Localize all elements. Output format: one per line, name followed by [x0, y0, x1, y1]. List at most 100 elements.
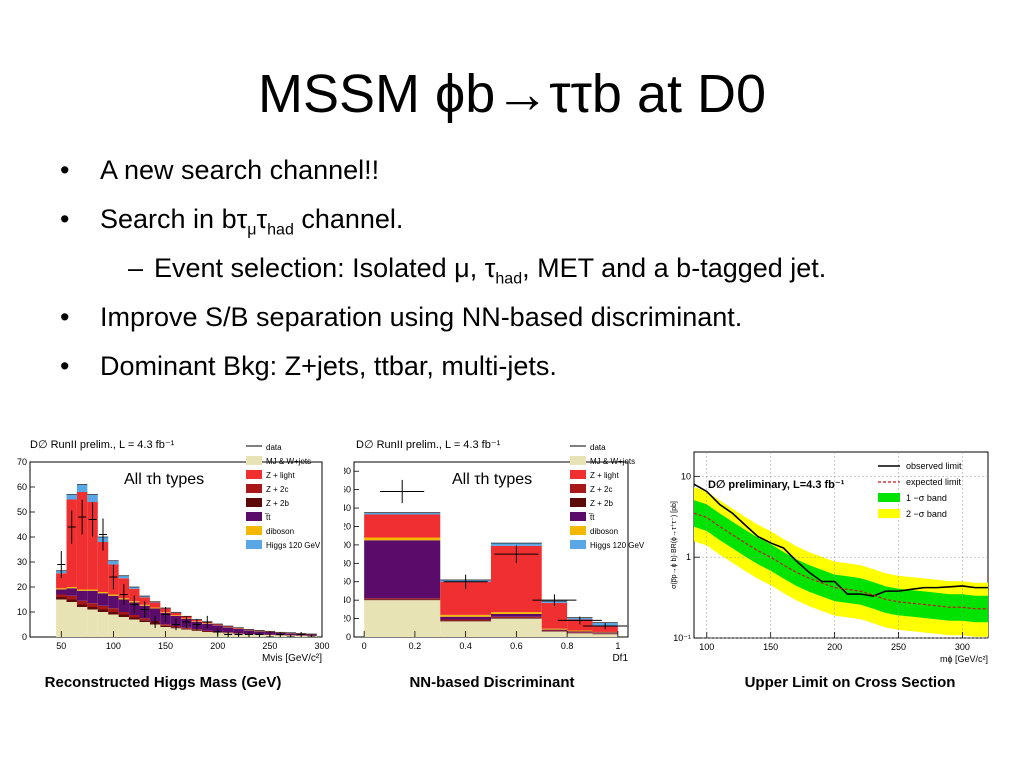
bar-higgs-120-gev — [491, 543, 542, 546]
bar-mj-w-jets — [66, 602, 77, 637]
legend-label-higgs-120-gev: Higgs 120 GeV — [590, 541, 645, 550]
bar-diboson — [87, 589, 98, 591]
bar-higgs-120-gev — [364, 512, 441, 515]
bar-mj-w-jets — [491, 618, 542, 637]
bar-mj-w-jets — [170, 628, 182, 637]
legend-swatch-z-2b — [246, 498, 262, 507]
x-tick-label: 0.6 — [510, 641, 523, 651]
x-tick-label: 300 — [314, 641, 329, 651]
y-tick-label: 70 — [17, 457, 27, 467]
bar-mj-w-jets — [440, 621, 491, 637]
y-tick-label: 120 — [344, 521, 351, 531]
legend-swatch-z-2b — [570, 498, 586, 507]
chart-title: D∅ preliminary, L=4.3 fb⁻¹ — [708, 479, 845, 491]
chart-title: D∅ RunII prelim., L = 4.3 fb⁻¹ — [30, 439, 175, 451]
bar-mj-w-jets — [56, 599, 67, 637]
x-tick-label: 100 — [106, 641, 121, 651]
bar-diboson — [66, 587, 77, 589]
legend-label-expected: expected limit — [906, 477, 962, 487]
y-tick-label: 140 — [344, 503, 351, 513]
bar-z-light — [56, 573, 67, 589]
legend-swatch-diboson — [246, 526, 262, 535]
x-tick-label: 300 — [955, 642, 970, 652]
bar-z-2b — [108, 612, 119, 615]
band-1-band — [694, 500, 988, 623]
y-tick-label: 10 — [17, 607, 27, 617]
bar-mj-w-jets — [139, 622, 150, 637]
bullet-item: • A new search channel!! — [60, 150, 1000, 199]
bar-mj-w-jets — [108, 614, 119, 637]
legend-swatch-mj-w-jets — [570, 456, 586, 465]
y-tick-label: 10⁻¹ — [673, 633, 691, 643]
chart-annotation: All τh types — [124, 471, 204, 488]
bar-z-2c — [440, 619, 491, 621]
bar-diboson — [108, 594, 119, 596]
legend-label-z-2c: Z + 2c — [266, 485, 288, 494]
bar-diboson — [56, 588, 67, 590]
bullet-text-part: τ — [256, 204, 268, 234]
x-tick-label: 0.2 — [409, 641, 422, 651]
legend-swatch-t-t — [246, 512, 262, 521]
y-axis-label: σ(p̅p→ϕ b)·BR(ϕ→τ⁺τ⁻) [pb] — [670, 501, 678, 589]
bullet-item: • Search in bτμτhad channel. — [60, 199, 1000, 248]
bar-z-light — [364, 514, 441, 538]
higgs-mass-histogram: 0 10 20 30 40 50 60 70 50 100 150 200 250 300 Mvis [Ge… — [17, 439, 330, 664]
bar-z-2b — [118, 614, 130, 617]
bar-z-2b — [364, 599, 441, 601]
bar-diboson — [364, 537, 441, 541]
bar-mj-w-jets — [87, 609, 98, 637]
bar-z-2b — [97, 609, 109, 612]
legend-swatch-mj-w-jets — [246, 456, 262, 465]
bar-higgs-120-gev — [66, 494, 77, 500]
y-tick-label: 60 — [17, 482, 27, 492]
bar-diboson — [491, 612, 542, 614]
bar-z-light — [541, 602, 568, 629]
bar-z-2c — [129, 615, 140, 618]
bar-z-2c — [491, 616, 542, 618]
legend-swatch-higgs-120-gev — [570, 540, 586, 549]
bar-z-2b — [76, 604, 88, 607]
bar-z-2c — [87, 603, 98, 607]
legend-label-2sigma: 2 −σ band — [906, 509, 947, 519]
bar-t-t — [233, 628, 244, 634]
bar-t-t — [118, 599, 130, 612]
bar-mj-w-jets — [181, 629, 192, 637]
bar-mj-w-jets — [592, 634, 618, 637]
bar-higgs-120-gev — [118, 575, 130, 579]
x-tick-label: 150 — [158, 641, 173, 651]
bar-mj-w-jets — [364, 600, 441, 637]
bullet-text: A new search channel!! — [100, 155, 380, 185]
caption-nn-discriminant: NN-based Discriminant — [409, 674, 575, 691]
y-tick-label: 10 — [681, 471, 691, 481]
legend-swatch-t-t — [570, 512, 586, 521]
bar-z-2c — [181, 627, 192, 629]
bar-z-light — [129, 588, 140, 602]
bar-t-t — [364, 540, 441, 599]
bullet-text: Dominant Bkg: Z+jets, ttbar, multi-jets. — [100, 351, 557, 381]
x-axis-label: mϕ [GeV/c²] — [940, 654, 988, 664]
bar-z-2c — [364, 598, 441, 600]
bullet-text: Search in bτμτhad channel. — [100, 199, 403, 250]
legend-swatch-1sigma — [878, 493, 900, 502]
chart-annotation: All τh types — [452, 471, 532, 488]
bar-z-2c — [66, 595, 77, 600]
legend-label-z-2b: Z + 2b — [590, 499, 613, 508]
bar-diboson — [567, 630, 593, 632]
bar-z-2c — [139, 618, 150, 621]
bar-diboson — [149, 607, 161, 609]
y-tick-label: 40 — [344, 595, 351, 605]
bullet-dot: • — [60, 351, 70, 381]
legend-label-t-t: t̅t — [264, 513, 271, 522]
x-tick-label: 0.8 — [561, 641, 574, 651]
bar-z-light — [139, 597, 150, 605]
bar-t-t — [97, 593, 109, 606]
bar-z-2c — [76, 600, 88, 605]
subscript: μ — [247, 221, 257, 239]
bullet-text-part: channel. — [293, 204, 404, 234]
bar-z-2b — [160, 625, 171, 627]
legend-label-mj-w-jets: MJ & W+jets — [590, 457, 635, 466]
bar-t-t — [76, 590, 88, 601]
legend-swatch-2sigma — [878, 509, 900, 518]
y-tick-label: 60 — [344, 577, 351, 587]
sub-bullet-item: – Event selection: Isolated μ, τhad, MET… — [60, 248, 1000, 297]
